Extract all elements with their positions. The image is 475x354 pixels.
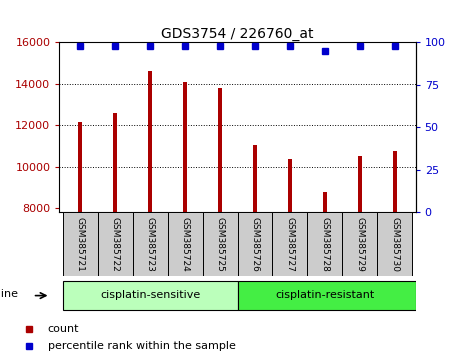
Bar	[63, 281, 238, 310]
Text: GSM385728: GSM385728	[320, 217, 329, 272]
Text: GSM385727: GSM385727	[285, 217, 294, 272]
Bar	[63, 212, 98, 276]
Text: GSM385730: GSM385730	[390, 217, 399, 272]
Bar	[358, 156, 362, 212]
Bar	[342, 212, 377, 276]
Bar	[148, 72, 152, 212]
Text: GSM385721: GSM385721	[76, 217, 85, 272]
Bar	[288, 159, 292, 212]
Bar	[98, 212, 133, 276]
Text: percentile rank within the sample: percentile rank within the sample	[48, 341, 236, 351]
Bar	[218, 88, 222, 212]
Bar	[238, 212, 273, 276]
Bar	[392, 151, 397, 212]
Text: cell line: cell line	[0, 289, 18, 299]
Bar	[113, 113, 117, 212]
Bar	[133, 212, 168, 276]
Text: count: count	[48, 324, 79, 333]
Text: GSM385726: GSM385726	[250, 217, 259, 272]
Bar	[323, 192, 327, 212]
Text: cisplatin-resistant: cisplatin-resistant	[275, 290, 374, 300]
Bar	[183, 82, 187, 212]
Bar	[78, 122, 83, 212]
Text: GSM385729: GSM385729	[355, 217, 364, 272]
Text: cisplatin-sensitive: cisplatin-sensitive	[100, 290, 200, 300]
Bar	[377, 212, 412, 276]
Text: GSM385723: GSM385723	[146, 217, 155, 272]
Text: GSM385725: GSM385725	[216, 217, 225, 272]
Bar	[307, 212, 342, 276]
Bar	[253, 145, 257, 212]
Text: GSM385724: GSM385724	[180, 217, 190, 272]
Bar	[238, 281, 416, 310]
Bar	[273, 212, 307, 276]
Title: GDS3754 / 226760_at: GDS3754 / 226760_at	[161, 28, 314, 41]
Bar	[168, 212, 202, 276]
Text: GSM385722: GSM385722	[111, 217, 120, 272]
Bar	[202, 212, 238, 276]
